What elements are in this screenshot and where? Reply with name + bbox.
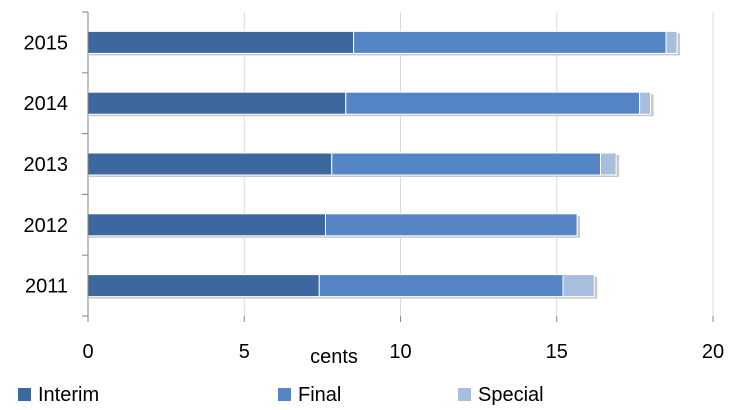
axes <box>82 11 714 322</box>
x-tick-label: 0 <box>82 341 93 363</box>
bar-final <box>325 213 578 237</box>
legend-item-special: Special <box>458 384 544 406</box>
bar-special <box>665 30 678 54</box>
legend-item-interim: Interim <box>18 384 99 406</box>
legend-item-final: Final <box>278 384 341 406</box>
bar-interim <box>87 30 355 54</box>
bar-final <box>331 152 601 176</box>
x-tick-label: 5 <box>239 341 250 363</box>
y-tick-label: 2012 <box>24 215 69 237</box>
legend-swatch <box>18 388 31 401</box>
bar-final <box>345 91 641 115</box>
legend-swatch <box>278 388 291 401</box>
tick-labels: 0 5 10 15 20 2015 2014 2013 2012 2011 <box>24 32 725 363</box>
y-tick-label: 2014 <box>24 93 69 115</box>
x-axis-label: cents <box>310 346 358 368</box>
y-tick-label: 2011 <box>25 276 68 298</box>
legend-label: Interim <box>38 384 99 406</box>
x-tick-label: 20 <box>702 341 724 363</box>
bar-interim <box>87 152 333 176</box>
bar-special <box>600 152 617 176</box>
bar-interim <box>87 274 320 298</box>
bar-special <box>639 91 651 115</box>
x-tick-label: 10 <box>389 341 411 363</box>
legend-label: Special <box>478 384 544 406</box>
legend-label: Final <box>298 384 341 406</box>
bar-final <box>318 274 564 298</box>
bar-interim <box>87 91 347 115</box>
bars <box>87 30 681 299</box>
legend-swatch <box>458 388 471 401</box>
bar-special <box>562 274 595 298</box>
x-tick-label: 15 <box>546 341 568 363</box>
legend: Interim Final Special <box>18 384 544 406</box>
y-tick-label: 2015 <box>24 32 69 54</box>
y-tick-label: 2013 <box>24 154 69 176</box>
bar-final <box>353 30 667 54</box>
bar-interim <box>87 213 326 237</box>
